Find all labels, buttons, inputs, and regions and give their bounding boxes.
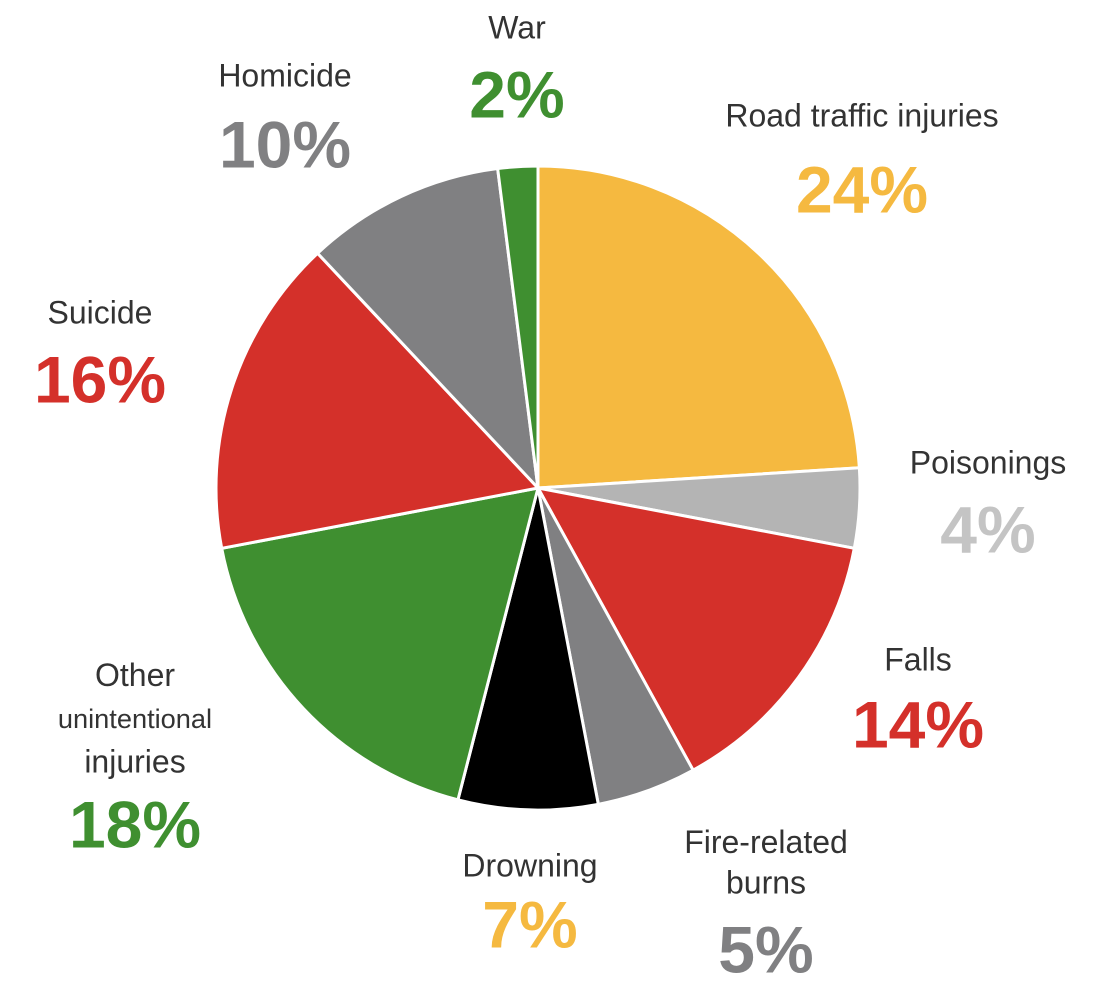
value-label: 7% xyxy=(482,887,577,961)
category-label: Fire-related burns xyxy=(684,824,848,901)
pie-slice xyxy=(456,487,601,812)
pie-slice xyxy=(315,166,541,493)
category-label: Homicide xyxy=(218,57,351,93)
category-label: Suicide xyxy=(48,294,153,330)
pie-slice xyxy=(219,486,541,802)
category-label: Poisonings xyxy=(910,444,1067,480)
category-label: War xyxy=(488,9,546,45)
value-label: 4% xyxy=(940,492,1035,566)
value-label: 2% xyxy=(469,57,564,131)
value-label: 18% xyxy=(69,787,201,861)
category-label: Drowning xyxy=(462,847,597,883)
pie-slice xyxy=(495,164,540,489)
value-label: 14% xyxy=(852,687,984,761)
category-label: Road traffic injuries xyxy=(725,97,998,133)
category-label: Falls xyxy=(884,641,952,677)
value-label: 5% xyxy=(718,912,813,986)
pie-slice xyxy=(536,164,861,490)
category-label: Other unintentional injuries xyxy=(58,657,212,779)
pie-slice xyxy=(535,485,857,773)
value-label: 16% xyxy=(34,342,166,416)
pie-slice xyxy=(214,251,541,551)
value-label: 10% xyxy=(219,107,351,181)
value-label: 24% xyxy=(796,152,928,226)
